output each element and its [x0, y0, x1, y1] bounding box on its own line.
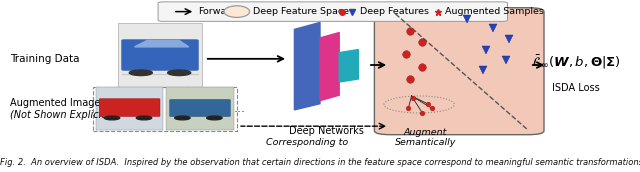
- Text: Deep Networks: Deep Networks: [289, 126, 364, 136]
- Polygon shape: [294, 22, 320, 110]
- FancyBboxPatch shape: [96, 87, 163, 130]
- FancyBboxPatch shape: [99, 99, 160, 117]
- Text: Training Data: Training Data: [10, 54, 79, 64]
- Circle shape: [207, 116, 222, 120]
- Text: Augmented Images: Augmented Images: [10, 98, 105, 108]
- FancyBboxPatch shape: [166, 87, 234, 130]
- Text: $\bar{\mathcal{L}}_{\infty}(\boldsymbol{W}, b, \boldsymbol{\Theta}|\boldsymbol{\: $\bar{\mathcal{L}}_{\infty}(\boldsymbol{…: [531, 53, 621, 71]
- Circle shape: [104, 116, 120, 120]
- Ellipse shape: [224, 6, 250, 17]
- Text: Corresponding to: Corresponding to: [266, 138, 348, 147]
- FancyBboxPatch shape: [93, 87, 237, 131]
- Text: Forward: Forward: [198, 7, 237, 16]
- Text: Deep Features: Deep Features: [360, 7, 429, 16]
- Text: ...: ...: [234, 102, 246, 115]
- Text: ISDA Loss: ISDA Loss: [552, 83, 600, 93]
- FancyBboxPatch shape: [158, 2, 508, 21]
- FancyBboxPatch shape: [170, 99, 230, 117]
- FancyBboxPatch shape: [118, 23, 202, 88]
- FancyBboxPatch shape: [374, 8, 544, 135]
- Text: Augmented Samples: Augmented Samples: [445, 7, 543, 16]
- Text: Fig. 2.  An overview of ISDA.  Inspired by the observation that certain directio: Fig. 2. An overview of ISDA. Inspired by…: [0, 158, 640, 167]
- Circle shape: [129, 70, 152, 76]
- Polygon shape: [320, 33, 339, 101]
- Text: Augment
Semantically: Augment Semantically: [395, 128, 456, 147]
- FancyBboxPatch shape: [122, 40, 198, 71]
- Circle shape: [136, 116, 152, 120]
- Polygon shape: [339, 50, 358, 82]
- Circle shape: [175, 116, 190, 120]
- Text: (Not Shown Explicitly): (Not Shown Explicitly): [10, 110, 117, 120]
- Circle shape: [168, 70, 191, 76]
- Polygon shape: [134, 40, 189, 47]
- Text: Deep Feature Space: Deep Feature Space: [253, 7, 349, 16]
